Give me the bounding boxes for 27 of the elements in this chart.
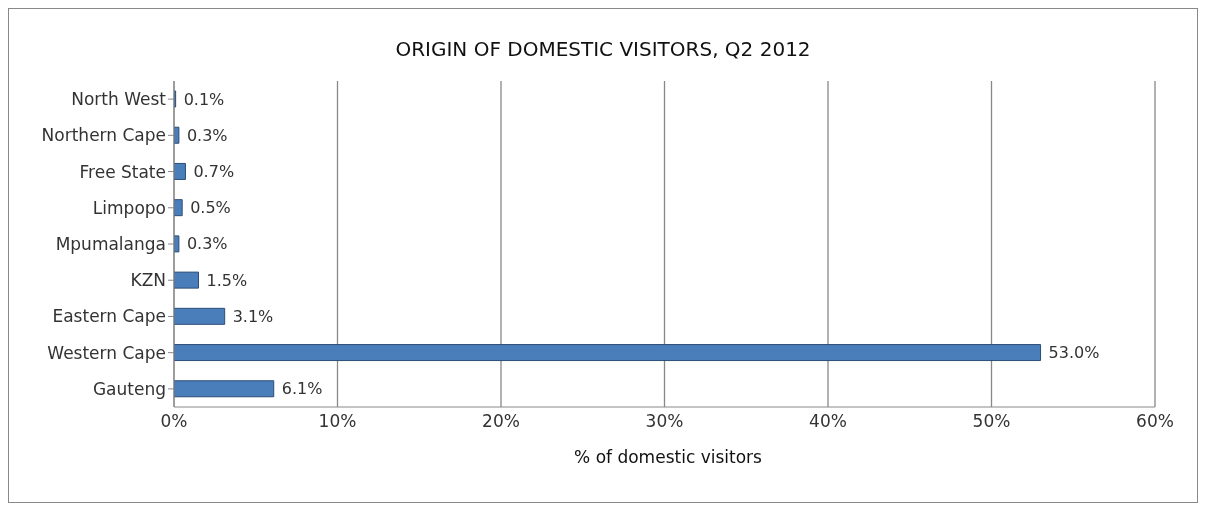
data-label: 3.1% [232, 306, 274, 326]
y-tick-label: Free State [79, 161, 166, 182]
data-label: 0.7% [193, 161, 235, 181]
x-tick-label: 30% [645, 411, 684, 432]
chart-title: ORIGIN OF DOMESTIC VISITORS, Q2 2012 [394, 36, 812, 63]
y-tick-label: Eastern Cape [52, 306, 166, 327]
y-tick-label: Northern Cape [41, 125, 166, 146]
y-tick-label: Limpopo [92, 197, 166, 218]
data-label: 53.0% [1048, 343, 1100, 363]
x-tick-label: 60% [1136, 411, 1174, 432]
y-tick-label: North West [71, 89, 167, 110]
y-tick-label: KZN [130, 270, 166, 291]
x-tick-label: 50% [972, 411, 1011, 432]
y-tick-label: Gauteng [92, 378, 166, 399]
data-label: 0.5% [190, 198, 231, 218]
data-label: 0.3% [186, 234, 228, 254]
x-axis-title: % of domestic visitors [573, 447, 763, 467]
data-label: 0.3% [186, 125, 228, 145]
data-label: 1.5% [206, 270, 248, 290]
y-tick-label: Mpumalanga [55, 234, 166, 255]
x-tick-label: 10% [318, 411, 357, 432]
x-tick-label: 0% [160, 411, 188, 432]
x-tick-label: 40% [809, 411, 847, 432]
y-tick-label: Western Cape [47, 342, 166, 363]
data-label: 6.1% [281, 379, 323, 399]
x-tick-label: 20% [482, 411, 520, 432]
data-label: 0.1% [183, 89, 225, 109]
